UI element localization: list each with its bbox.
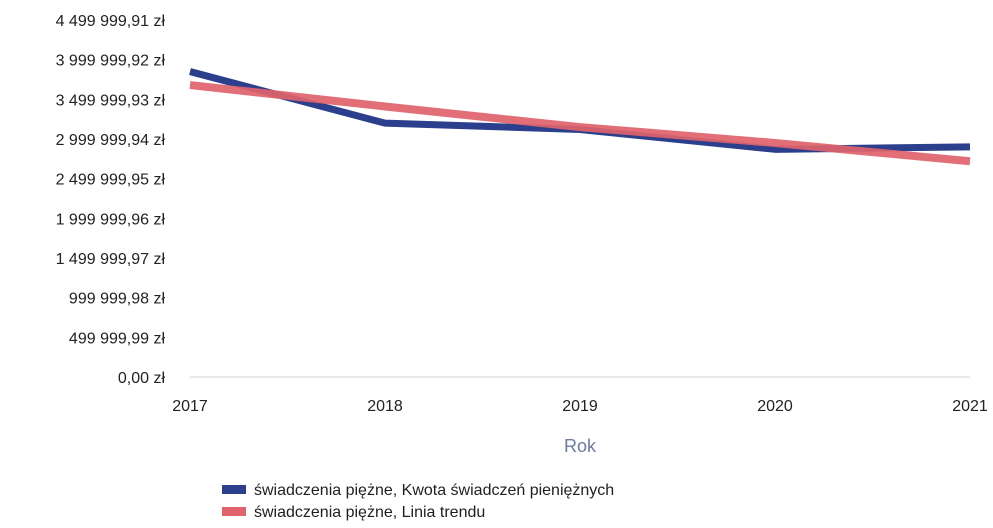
y-tick-label: 2 999 999,94 zł xyxy=(56,132,166,149)
y-tick-label: 2 499 999,95 zł xyxy=(56,172,166,189)
legend: świadczenia piężne, Kwota świadczeń pien… xyxy=(222,482,614,521)
series-lines xyxy=(189,68,971,166)
legend-swatch xyxy=(222,507,246,516)
legend-label: świadczenia piężne, Linia trendu xyxy=(254,504,485,521)
legend-swatch xyxy=(222,485,246,494)
x-tick-label: 2021 xyxy=(952,398,988,415)
y-tick-label: 499 999,99 zł xyxy=(69,330,166,347)
x-axis-ticks: 2017 2018 2019 2020 2021 xyxy=(172,398,988,415)
x-axis-title: Rok xyxy=(564,436,597,456)
y-tick-label: 4 499 999,91 zł xyxy=(56,13,166,30)
y-axis-ticks: 0,00 zł 499 999,99 zł 999 999,98 zł 1 499 9… xyxy=(56,13,166,387)
y-tick-label: 0,00 zł xyxy=(118,370,166,387)
y-tick-label: 999 999,98 zł xyxy=(69,291,166,308)
x-tick-label: 2018 xyxy=(367,398,403,415)
y-tick-label: 1 999 999,96 zł xyxy=(56,211,166,228)
x-tick-label: 2020 xyxy=(757,398,793,415)
series-line-2 xyxy=(189,81,971,166)
legend-label: świadczenia piężne, Kwota świadczeń pien… xyxy=(254,482,614,499)
x-tick-label: 2017 xyxy=(172,398,208,415)
series-line-1 xyxy=(189,68,971,153)
y-tick-label: 3 499 999,93 zł xyxy=(56,92,166,109)
x-tick-label: 2019 xyxy=(562,398,598,415)
y-tick-label: 1 499 999,97 zł xyxy=(56,251,166,268)
y-tick-label: 3 999 999,92 zł xyxy=(56,53,166,70)
